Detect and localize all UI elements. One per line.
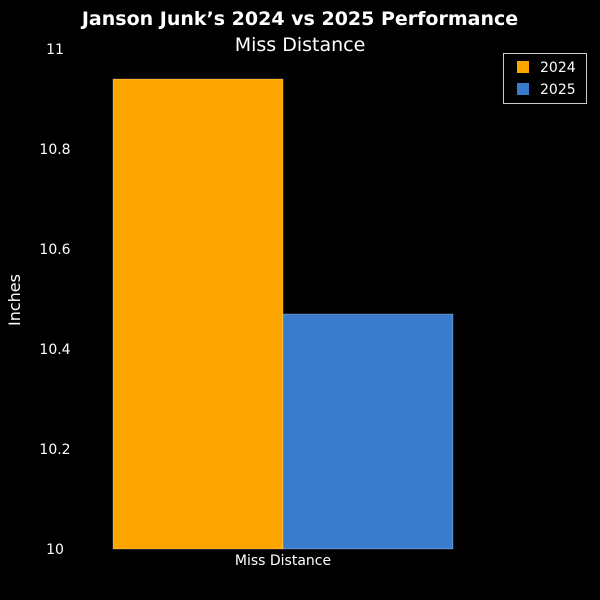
bars-group xyxy=(112,78,454,550)
x-tick-label: Miss Distance xyxy=(235,553,331,569)
legend-label-2025: 2025 xyxy=(540,82,576,98)
legend-swatch-2024 xyxy=(517,61,529,73)
y-tick-label: 10.4 xyxy=(39,342,70,358)
x-axis-ticks: Miss Distance xyxy=(235,553,331,569)
y-tick-label: 10.6 xyxy=(39,242,70,258)
legend-swatch-2025 xyxy=(517,83,529,95)
y-tick-label: 10.8 xyxy=(39,142,70,158)
y-tick-label: 10 xyxy=(46,542,64,558)
chart-subtitle: Miss Distance xyxy=(235,34,366,56)
bar-2024 xyxy=(112,78,284,550)
y-axis-ticks: 10 10.2 10.4 10.6 10.8 11 xyxy=(39,42,70,558)
chart-title: Janson Junk’s 2024 vs 2025 Performance xyxy=(80,8,518,30)
y-tick-label: 11 xyxy=(46,42,64,58)
y-tick-label: 10.2 xyxy=(39,442,70,458)
legend-label-2024: 2024 xyxy=(540,60,576,76)
y-axis-label: Inches xyxy=(5,274,24,326)
bar-2025 xyxy=(282,313,454,550)
legend: 2024 2025 xyxy=(503,53,587,104)
